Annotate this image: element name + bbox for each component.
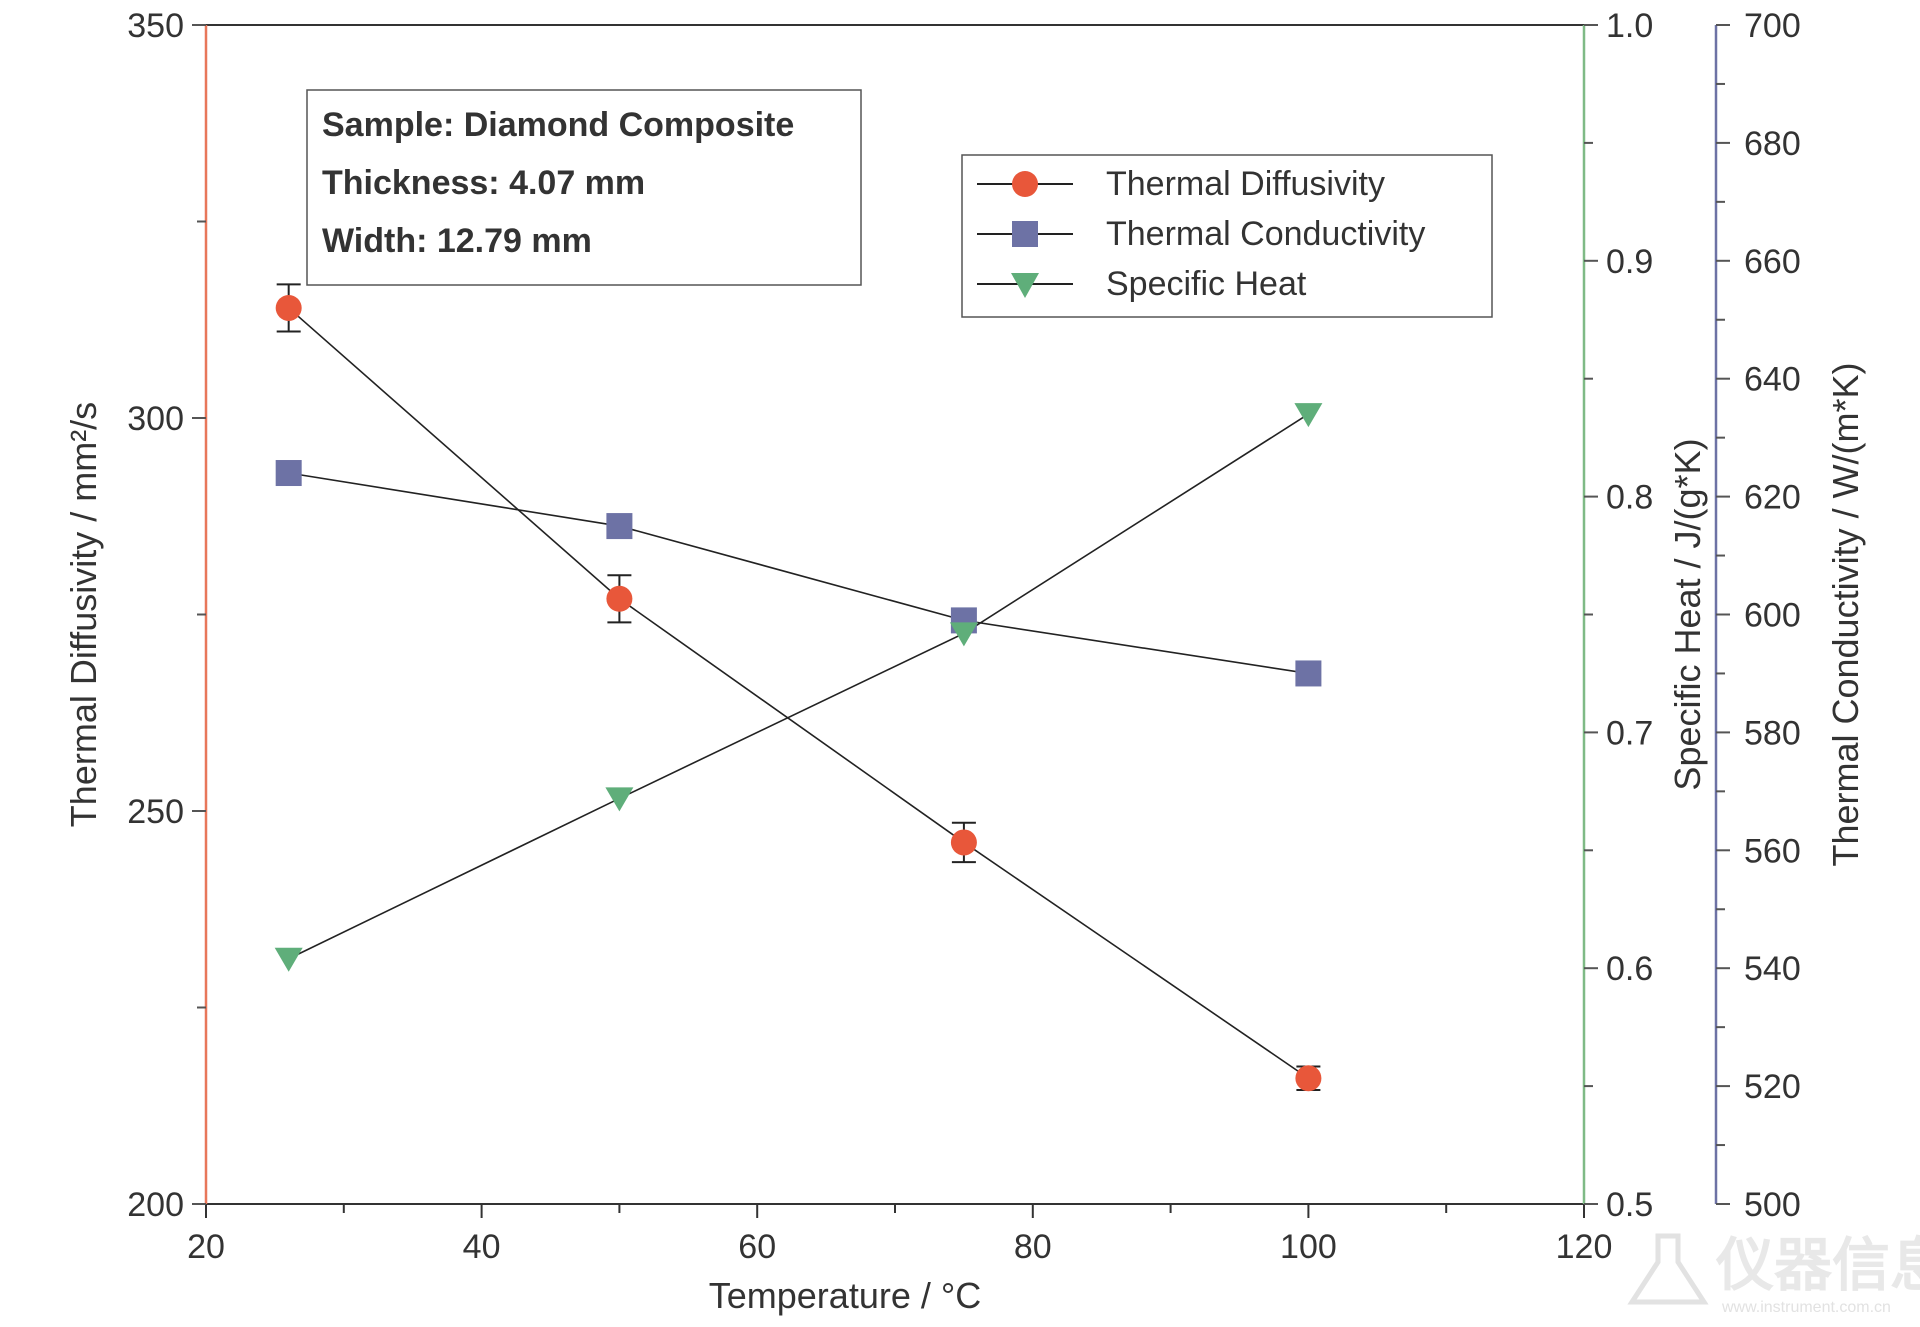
axes: 20 40 60 80 100 120 Temperature / °C 200 250 300 3… <box>63 7 1866 1316</box>
right_outer-tick-label: 600 <box>1744 597 1801 635</box>
x-tick-label: 120 <box>1556 1228 1613 1266</box>
right_inner-tick-label: 0.9 <box>1606 243 1653 281</box>
series-line-thermal-diffusivity <box>288 307 1309 1079</box>
point-thermal-diffusivity <box>275 294 302 321</box>
point-thermal-conductivity <box>606 513 633 540</box>
point-specific-heat <box>949 622 978 647</box>
x-tick-label: 100 <box>1280 1228 1337 1266</box>
right_outer-tick-label: 640 <box>1744 361 1801 399</box>
x-tick-label: 40 <box>463 1228 501 1266</box>
legend-marker-specific-heat <box>1011 273 1039 298</box>
watermark-flask-icon <box>1627 1233 1709 1305</box>
legend: Thermal Diffusivity Thermal Conductivity… <box>961 154 1493 318</box>
right_outer-tick-label: 520 <box>1744 1068 1801 1106</box>
point-thermal-conductivity <box>1295 660 1322 687</box>
left-tick-label: 250 <box>127 793 184 831</box>
left-tick-label: 300 <box>127 400 184 438</box>
x-axis-title: Temperature / °C <box>709 1275 982 1316</box>
right_outer-tick-label: 540 <box>1744 950 1801 988</box>
left-tick-label: 200 <box>127 1186 184 1224</box>
annotation-width: Width: 12.79 mm <box>322 222 592 260</box>
watermark-text: 仪器信息网 <box>1715 1233 1920 1298</box>
point-thermal-diffusivity <box>606 585 633 612</box>
annotation-box: Sample: Diamond Composite Thickness: 4.0… <box>306 89 862 286</box>
right_outer-tick-label: 620 <box>1744 479 1801 517</box>
annotation-sample: Sample: Diamond Composite <box>322 106 794 144</box>
legend-label-thermal-diffusivity: Thermal Diffusivity <box>1106 165 1385 203</box>
right_inner-tick-label: 0.5 <box>1606 1186 1653 1224</box>
point-specific-heat <box>605 787 634 812</box>
legend-label-specific-heat: Specific Heat <box>1106 265 1307 303</box>
legend-label-thermal-conductivity: Thermal Conductivity <box>1106 215 1425 253</box>
x-tick-label: 60 <box>738 1228 776 1266</box>
x-tick-label: 20 <box>187 1228 225 1266</box>
right_outer-tick-label: 500 <box>1744 1186 1801 1224</box>
watermark: 仪器信息网 www.instrument.com.cn <box>1627 1233 1920 1316</box>
series-layer <box>274 283 1323 1092</box>
annotation-thickness: Thickness: 4.07 mm <box>322 164 645 202</box>
left-axis-title: Thermal Diffusivity / mm²/s <box>63 402 104 827</box>
right_inner-tick-label: 0.6 <box>1606 950 1653 988</box>
series-line-specific-heat <box>288 413 1309 960</box>
series-line-thermal-conductivity <box>288 472 1309 675</box>
right_outer-axis-title: Thermal Conductivity / W/(m*K) <box>1825 362 1866 866</box>
right_inner-tick-label: 1.0 <box>1606 7 1653 45</box>
right_outer-tick-label: 560 <box>1744 832 1801 870</box>
right_outer-tick-label: 660 <box>1744 243 1801 281</box>
x-tick-label: 80 <box>1014 1228 1052 1266</box>
point-thermal-conductivity <box>275 460 302 487</box>
right_outer-tick-label: 700 <box>1744 7 1801 45</box>
left-tick-label: 350 <box>127 7 184 45</box>
legend-marker-thermal-conductivity <box>1012 221 1038 247</box>
right_outer-tick-label: 580 <box>1744 714 1801 752</box>
point-specific-heat <box>274 947 303 972</box>
right_inner-tick-label: 0.7 <box>1606 714 1653 752</box>
point-specific-heat <box>1294 403 1323 428</box>
watermark-url: www.instrument.com.cn <box>1721 1299 1891 1316</box>
right_outer-tick-label: 680 <box>1744 125 1801 163</box>
point-thermal-diffusivity <box>950 829 977 856</box>
point-thermal-diffusivity <box>1295 1065 1322 1092</box>
right_inner-axis-title: Specific Heat / J/(g*K) <box>1667 438 1708 790</box>
right_inner-tick-label: 0.8 <box>1606 479 1653 517</box>
legend-marker-thermal-diffusivity <box>1012 171 1038 197</box>
